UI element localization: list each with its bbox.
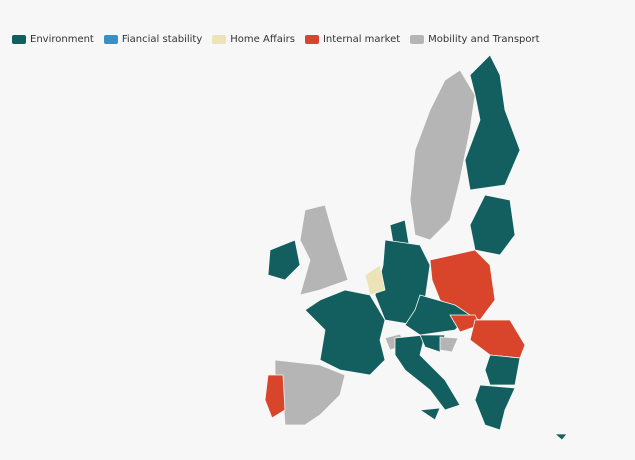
legend: Environment Fiancial stability Home Affair… xyxy=(12,34,540,45)
legend-item: Environment xyxy=(12,34,94,45)
sicily xyxy=(418,407,441,421)
central-europe xyxy=(404,294,471,336)
finland xyxy=(464,54,521,191)
legend-label: Home Affairs xyxy=(230,34,295,45)
greece xyxy=(474,384,516,431)
spain xyxy=(274,359,346,426)
bulgaria xyxy=(484,354,521,386)
cyprus xyxy=(553,433,568,441)
portugal xyxy=(264,374,286,419)
croatia xyxy=(419,334,446,353)
uk xyxy=(299,204,349,296)
baltics xyxy=(469,194,516,256)
legend-label: Mobility and Transport xyxy=(428,34,540,45)
france xyxy=(304,289,386,376)
legend-item: Mobility and Transport xyxy=(410,34,540,45)
ireland xyxy=(267,239,301,281)
legend-item: Fiancial stability xyxy=(103,34,203,45)
legend-swatch xyxy=(103,35,118,44)
legend-label: Environment xyxy=(30,34,94,45)
benelux xyxy=(364,264,386,296)
legend-item: Home Affairs xyxy=(212,34,295,45)
legend-swatch xyxy=(410,35,425,44)
legend-swatch xyxy=(12,35,26,44)
serbia xyxy=(439,336,459,353)
legend-label: Fiancial stability xyxy=(121,34,203,45)
italy xyxy=(394,334,461,411)
sweden xyxy=(409,69,476,241)
legend-swatch xyxy=(212,35,227,44)
romania xyxy=(469,319,526,359)
legend-item: Internal market xyxy=(304,34,401,45)
legend-label: Internal market xyxy=(322,34,401,45)
legend-swatch xyxy=(304,35,319,44)
